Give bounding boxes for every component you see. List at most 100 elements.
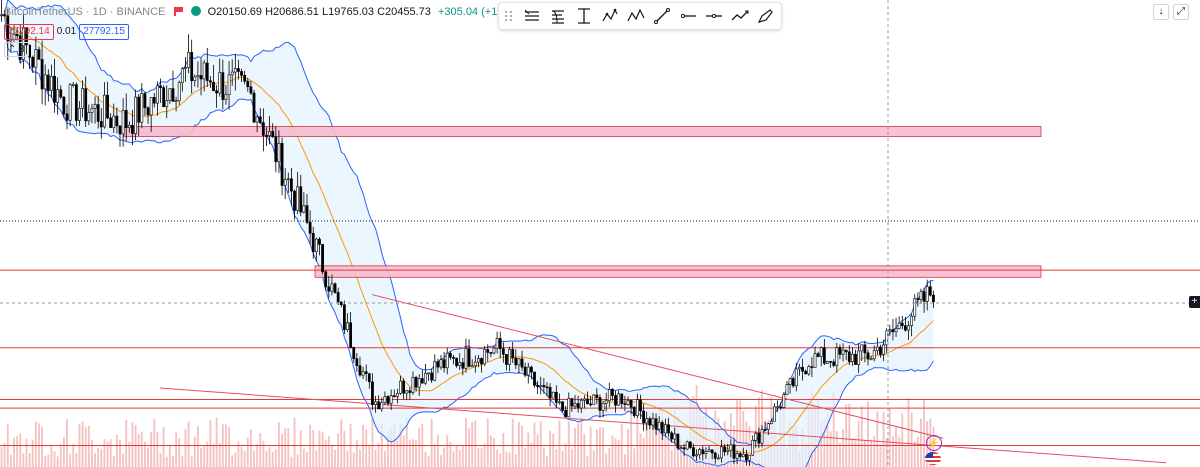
candle-body xyxy=(63,97,65,114)
volume-bar xyxy=(562,451,564,467)
candle-body xyxy=(91,108,93,112)
candle-body xyxy=(471,366,473,367)
volume-bar xyxy=(889,408,891,467)
candle-body xyxy=(431,373,433,380)
buy-price-button[interactable]: 27792.15 xyxy=(79,24,129,40)
volume-bar xyxy=(69,454,71,467)
candle-body xyxy=(437,362,439,367)
volume-bar xyxy=(113,456,115,467)
indicator-toggle[interactable]: ⌃ 3 xyxy=(4,42,29,55)
volume-bar xyxy=(322,432,324,467)
abcd-icon[interactable] xyxy=(623,5,649,27)
candle-body xyxy=(658,422,660,429)
candle-body xyxy=(708,450,710,452)
candle-body xyxy=(898,323,900,328)
line-icon[interactable] xyxy=(649,5,675,27)
volume-bar xyxy=(312,430,314,467)
candle-body xyxy=(627,400,629,404)
candle-body xyxy=(602,403,604,410)
lines-icon[interactable] xyxy=(519,5,545,27)
volume-bar xyxy=(640,433,642,467)
volume-bar xyxy=(580,417,582,467)
lightning-icon[interactable]: ⚡ xyxy=(926,435,942,451)
volume-bar xyxy=(132,422,134,467)
candle-body xyxy=(677,434,679,448)
candle-body xyxy=(125,110,127,127)
volume-bar xyxy=(203,445,205,467)
candle-body xyxy=(103,95,105,127)
candle-body xyxy=(798,367,800,369)
path-icon[interactable] xyxy=(727,5,753,27)
volume-bar xyxy=(362,425,364,467)
candle-body xyxy=(66,114,68,120)
volume-bar xyxy=(54,451,56,467)
us-flag-icon[interactable] xyxy=(925,452,941,465)
candle-body xyxy=(674,434,676,439)
candle-body xyxy=(549,387,551,398)
volume-bar xyxy=(122,454,124,467)
symbol-legend[interactable]: BitcoinTetherUS · 1D · BINANCE O20150.69… xyxy=(4,4,526,20)
candle-body xyxy=(462,363,464,369)
candle-body xyxy=(717,458,719,459)
volume-bar xyxy=(870,440,872,467)
volume-bar xyxy=(41,427,43,467)
volume-bar xyxy=(574,428,576,467)
volume-bar xyxy=(396,440,398,467)
volume-bar xyxy=(340,419,342,467)
candle-body xyxy=(911,316,913,325)
scroll-down-button[interactable]: ↓ xyxy=(1153,4,1169,20)
supply-zones xyxy=(124,126,1041,277)
pattern-icon[interactable] xyxy=(597,5,623,27)
volume-bar xyxy=(911,412,913,467)
candle-body xyxy=(144,94,146,108)
volume-bar xyxy=(914,441,916,467)
volume-bar xyxy=(138,434,140,467)
volume-bar xyxy=(605,453,607,467)
volume-bar xyxy=(278,422,280,467)
candle-body xyxy=(403,381,405,393)
candle-body xyxy=(583,399,585,400)
candle-body xyxy=(418,379,420,388)
candle-body xyxy=(181,69,183,83)
candle-body xyxy=(527,367,529,375)
add-alert-button[interactable]: + xyxy=(1189,296,1200,308)
candle-body xyxy=(540,385,542,386)
measure-icon[interactable] xyxy=(571,5,597,27)
candle-body xyxy=(421,379,423,384)
volume-bar xyxy=(241,447,243,467)
candle-body xyxy=(365,372,367,374)
volume-bar xyxy=(63,437,65,467)
volume-bar xyxy=(506,451,508,467)
candle-body xyxy=(780,407,782,408)
expand-button[interactable]: ⤢ xyxy=(1173,4,1189,20)
volume-bar xyxy=(895,427,897,467)
brush-icon[interactable] xyxy=(753,5,779,27)
drawing-toolbar[interactable] xyxy=(498,2,782,30)
horizontal-levels xyxy=(0,270,1200,445)
candle-body xyxy=(836,348,838,366)
drag-handle-icon[interactable] xyxy=(505,9,515,23)
candle-body xyxy=(113,116,115,128)
candle-body xyxy=(194,77,196,81)
volume-bar xyxy=(94,453,96,467)
volume-bar xyxy=(671,450,673,467)
h-line-icon[interactable] xyxy=(701,5,727,27)
volume-bar xyxy=(60,444,62,467)
volume-bar xyxy=(830,431,832,467)
volume-bar xyxy=(88,426,90,467)
candle-body xyxy=(134,97,136,134)
candle-body xyxy=(761,429,763,443)
volume-bar xyxy=(10,455,12,467)
candle-body xyxy=(178,83,180,101)
volume-bar xyxy=(596,429,598,467)
flag-icon[interactable] xyxy=(174,7,183,16)
sell-price-button[interactable]: 27792.14 xyxy=(4,24,54,40)
candle-body xyxy=(184,68,186,69)
candle-body xyxy=(792,379,794,386)
symbol-title[interactable]: BitcoinTetherUS · 1D · BINANCE xyxy=(4,6,165,18)
volume-bar xyxy=(231,455,233,467)
fib-icon[interactable] xyxy=(545,5,571,27)
h-ray-icon[interactable] xyxy=(675,5,701,27)
candle-body xyxy=(153,97,155,103)
